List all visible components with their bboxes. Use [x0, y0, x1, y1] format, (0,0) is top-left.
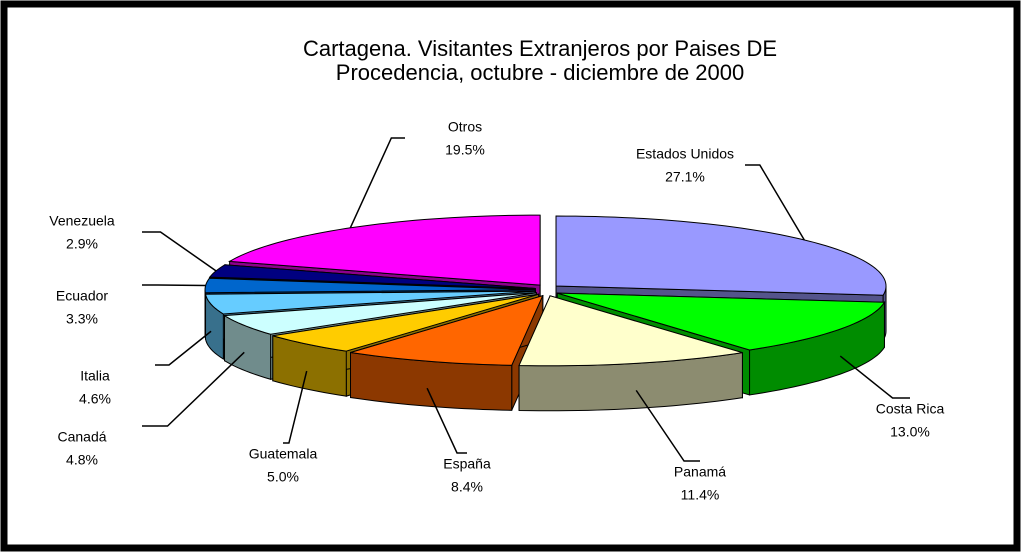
leader-line	[426, 387, 467, 454]
slice	[208, 264, 536, 289]
slice	[272, 293, 539, 352]
slice-label: Venezuela	[49, 213, 115, 229]
slice	[222, 292, 537, 335]
leader-line	[349, 137, 405, 229]
leader-line	[745, 164, 805, 241]
slice	[204, 290, 536, 315]
slice-value-label: 4.8%	[66, 452, 98, 468]
slice-value-label: 2.9%	[66, 236, 98, 252]
slice-label: Guatemala	[249, 446, 318, 462]
slice-value-label: 3.3%	[66, 311, 98, 327]
slice-label: Otros	[448, 119, 482, 135]
chart-title: Procedencia, octubre - diciembre de 2000	[336, 60, 744, 85]
slice	[518, 295, 743, 367]
slice	[204, 277, 536, 294]
slice-value-label: 5.0%	[267, 469, 299, 485]
labels: Estados Unidos 27.1% Costa Rica 13.0% Panamá…	[49, 119, 944, 503]
leader-line	[283, 370, 308, 444]
slice-label: Estados Unidos	[636, 146, 734, 162]
slice-label: España	[443, 456, 491, 472]
slice-label: Italia	[80, 368, 110, 384]
leader-line	[142, 231, 217, 272]
pie	[204, 214, 887, 412]
slice-label: Panamá	[674, 464, 726, 480]
slice-value-label: 4.6%	[79, 391, 111, 407]
slice-label: Costa Rica	[876, 401, 945, 417]
slice	[350, 294, 544, 366]
slice-value-label: 19.5%	[445, 142, 485, 158]
leader-line	[155, 330, 212, 366]
slice-value-label: 8.4%	[451, 479, 483, 495]
slice	[557, 292, 886, 351]
leader-line	[839, 355, 910, 399]
slice-value-label: 27.1%	[665, 169, 705, 185]
slice-value-label: 13.0%	[890, 424, 930, 440]
slice-label: Canadá	[57, 429, 106, 445]
chart-title: Cartagena. Visitantes Extranjeros por Pa…	[303, 36, 777, 61]
leader-line	[142, 351, 245, 427]
slice-label: Ecuador	[56, 288, 108, 304]
slice-value-label: 11.4%	[681, 487, 720, 503]
leader-line	[635, 389, 700, 462]
